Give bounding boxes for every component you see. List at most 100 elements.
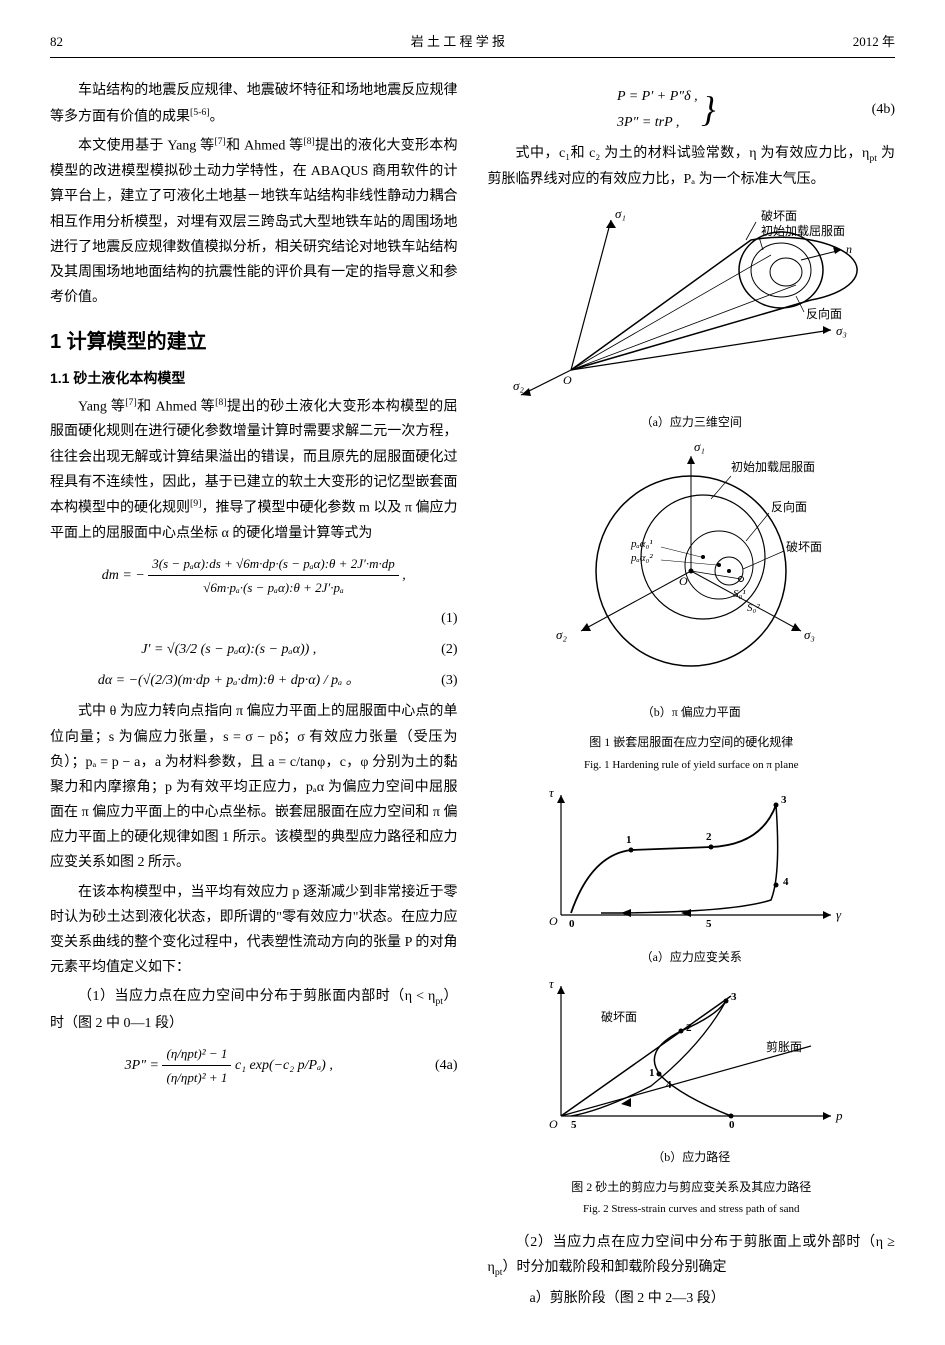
right-brace-icon: } (701, 90, 715, 130)
text: 和 Ahmed 等 (226, 139, 304, 154)
axis-label: n (846, 242, 852, 256)
eq-body: dα = −(√(2/3)(m·dp + pₐ·dm):θ + dp·α) / … (50, 668, 408, 693)
equation-4a: 3P″ = (η/ηpt)² − 1 (η/ηpt)² + 1 c₁ exp(−… (50, 1042, 458, 1090)
text: 提出的砂土液化大变形本构模型的屈服面硬化规则在进行硬化参数增量计算时需要求解二元… (50, 399, 458, 515)
figure-caption: 图 2 砂土的剪应力与剪应变关系及其应力路径 (488, 1177, 896, 1199)
eq-tail: , (399, 568, 406, 583)
surface-label: 破坏面 (786, 539, 822, 554)
point-label: 0 (569, 918, 575, 930)
surface-label: 反向面 (771, 499, 807, 514)
axis-label: σ₃ (804, 627, 815, 642)
point-label: pₐα₀¹ (630, 538, 653, 550)
figure-1a: n σ₁ σ₃ σ₂ O 破坏面 初始加载屈服面 反向面 （a）应力三维空间 (488, 200, 896, 433)
origin-label: O (563, 373, 572, 387)
line-label: 破坏面 (601, 1009, 637, 1024)
eq-lhs: 3P″ = (125, 1058, 163, 1073)
figure-2a: O γ τ 0 1 2 3 4 5 (488, 785, 896, 968)
point-label: 1 (649, 1067, 655, 1079)
paragraph: 式中，c₁和 c₂ 为土的材料试验常数，η 为有效应力比，ηpt 为剪胀临界线对… (488, 141, 896, 193)
axis-label: τ (549, 976, 555, 991)
axis-label: σ₂ (513, 378, 524, 393)
figure-subcaption: （b）应力路径 (488, 1147, 896, 1169)
year: 2012 年 (853, 30, 895, 53)
axis-label: σ₃ (836, 323, 847, 338)
paragraph: 本文使用基于 Yang 等[7]和 Ahmed 等[8]提出的液化大变形本构模型… (50, 133, 458, 310)
equation-number: (4b) (845, 97, 895, 122)
eq-denominator: √6m·pₐ·(s − pₐα):θ + 2J′·pₐ (148, 576, 398, 599)
origin-label: O (549, 1117, 558, 1131)
equation-number: (2) (408, 637, 458, 662)
point-label: 5 (571, 1119, 577, 1131)
figure-subcaption: （a）应力三维空间 (488, 412, 896, 434)
paragraph: 式中 θ 为应力转向点指向 π 偏应力平面上的屈服面中心点的单位向量；s 为偏应… (50, 699, 458, 875)
page-number: 82 (50, 30, 63, 53)
paragraph: Yang 等[7]和 Ahmed 等[8]提出的砂土液化大变形本构模型的屈服面硬… (50, 394, 458, 546)
origin-label: O (549, 914, 558, 928)
text: 本文使用基于 Yang 等 (78, 139, 214, 154)
point-label: S₀¹ (733, 588, 746, 600)
equation-2: J′ = √(3/2 (s − pₐα):(s − pₐα)) , (2) (50, 637, 458, 662)
paragraph: a）剪胀阶段（图 2 中 2—3 段） (488, 1286, 896, 1311)
citation: [9] (190, 498, 201, 509)
left-column: 车站结构的地震反应规律、地震破坏特征和场地地震反应规律等多方面有价值的成果[5-… (50, 78, 458, 1315)
text: 车站结构的地震反应规律、地震破坏特征和场地地震反应规律等多方面有价值的成果 (50, 83, 458, 124)
equation-3: dα = −(√(2/3)(m·dp + pₐ·dm):θ + dp·α) / … (50, 668, 458, 693)
eq-line: P = P′ + P″δ , (617, 89, 698, 104)
eq-line: 3P″ = trP , (617, 115, 679, 130)
point-label: 4 (783, 876, 789, 888)
axis-label: τ (549, 785, 555, 800)
eq-numerator: 3(s − pₐα):ds + √6m·dp·(s − pₐα):θ + 2J′… (148, 552, 398, 576)
equation-number: (3) (408, 668, 458, 693)
citation: [5-6] (190, 107, 210, 118)
figure-2b: O p τ 破坏面 剪胀面 0 1 2 3 (488, 976, 896, 1169)
origin-label: O (679, 574, 688, 588)
citation: [7] (214, 136, 225, 147)
text: ）时分加载阶段和卸载阶段分别确定 (502, 1260, 726, 1275)
surface-label: 破坏面 (761, 208, 797, 223)
citation: [8] (303, 136, 314, 147)
text: 。 (210, 109, 224, 124)
equation-4b: P = P′ + P″δ , 3P″ = trP , } (4b) (488, 84, 896, 134)
point-label: 1 (626, 834, 632, 846)
figure-subcaption: （a）应力应变关系 (488, 947, 896, 969)
text: 提出的液化大变形本构模型的改进模型模拟砂土动力学特性，在 ABAQUS 商用软件… (50, 139, 458, 305)
axis-label: σ₁ (615, 206, 626, 221)
surface-label: 初始加载屈服面 (731, 460, 815, 474)
eq-body: J′ = √(3/2 (s − pₐα):(s − pₐα)) , (50, 637, 408, 662)
axis-label: p (835, 1108, 843, 1123)
citation: [7] (125, 397, 136, 408)
surface-label: 初始加载屈服面 (761, 224, 845, 238)
subscript: pt (869, 153, 877, 164)
eq-tail: c₁ exp(−c₂ p/Pₐ) , (231, 1058, 332, 1073)
eq-numerator: (η/ηpt)² − 1 (162, 1042, 231, 1066)
axis-label: σ₂ (556, 627, 567, 642)
text: （1）当应力点在应力空间中分布于剪胀面内部时（η < η (78, 989, 435, 1004)
section-heading: 1 计算模型的建立 (50, 324, 458, 360)
point-label: pₐα₀² (630, 552, 653, 564)
equation-number: (1) (408, 606, 458, 631)
figure-caption-en: Fig. 1 Hardening rule of yield surface o… (488, 756, 896, 776)
paragraph: 车站结构的地震反应规律、地震破坏特征和场地地震反应规律等多方面有价值的成果[5-… (50, 78, 458, 129)
text: 和 Ahmed 等 (137, 399, 215, 414)
point-label: 2 (706, 831, 712, 843)
figure-1b: O σ₁ σ₃ σ₂ pₐα₀¹ pₐα₀² S₀¹ S₀² 初始加载屈服面 反… (488, 441, 896, 724)
text: Yang 等 (78, 399, 125, 414)
axis-label: γ (836, 907, 842, 922)
point-label: 2 (686, 1022, 692, 1034)
figure-caption: 图 1 嵌套屈服面在应力空间的硬化规律 (488, 732, 896, 754)
eq-lhs: dm = − (102, 568, 145, 583)
equation-number: (4a) (408, 1053, 458, 1078)
point-label: 4 (666, 1079, 672, 1091)
eq-denominator: (η/ηpt)² + 1 (162, 1066, 231, 1089)
surface-label: 反向面 (806, 306, 842, 321)
point-label: 0 (729, 1119, 735, 1131)
equation-1: dm = − 3(s − pₐα):ds + √6m·dp·(s − pₐα):… (50, 552, 458, 600)
line-label: 剪胀面 (766, 1039, 802, 1054)
right-column: P = P′ + P″δ , 3P″ = trP , } (4b) 式中，c₁和… (488, 78, 896, 1315)
axis-label: σ₁ (694, 441, 705, 454)
point-label: S₀² (747, 602, 760, 614)
point-label: 3 (781, 794, 787, 806)
subsection-heading: 1.1 砂土液化本构模型 (50, 366, 458, 391)
figure-caption-en: Fig. 2 Stress-strain curves and stress p… (488, 1200, 896, 1220)
paragraph: （2）当应力点在应力空间中分布于剪胀面上或外部时（η ≥ ηpt）时分加载阶段和… (488, 1230, 896, 1282)
